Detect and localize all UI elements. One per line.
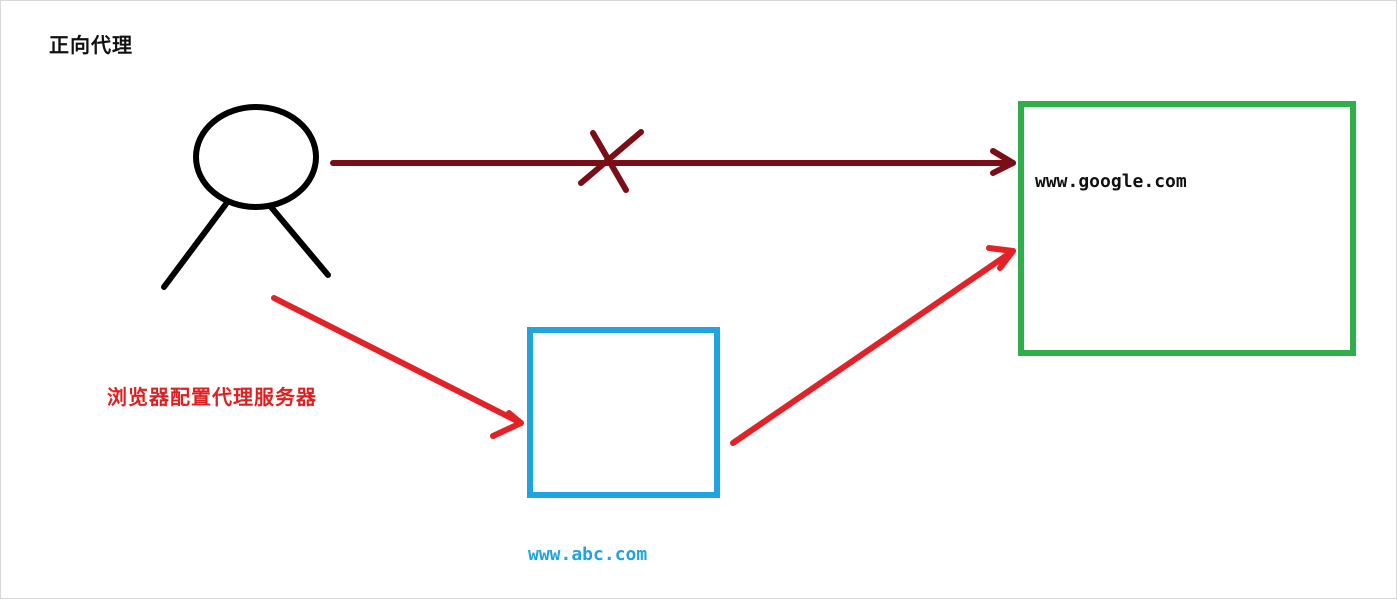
target-site-label: www.google.com bbox=[1035, 171, 1187, 192]
proxy-server-box bbox=[527, 327, 720, 498]
user-to-proxy-line bbox=[271, 295, 524, 426]
proxy-config-label: 浏览器配置代理服务器 bbox=[107, 385, 317, 409]
proxy-to-target-path bbox=[730, 245, 1016, 446]
user-to-proxy-path bbox=[271, 295, 524, 439]
blocked-cross-b bbox=[578, 129, 644, 186]
diagram-title: 正向代理 bbox=[49, 33, 133, 57]
user-head bbox=[193, 104, 319, 210]
proxy-to-target-line bbox=[730, 248, 1016, 446]
user-left-leg bbox=[161, 201, 229, 290]
proxy-to-target-arrow-head bbox=[986, 245, 1016, 271]
direct-connection bbox=[330, 129, 1016, 193]
user-figure bbox=[161, 104, 331, 290]
direct-arrow-head bbox=[990, 148, 1016, 176]
user-right-leg bbox=[268, 204, 331, 278]
target-site-box bbox=[1018, 101, 1356, 356]
proxy-site-label: www.abc.com bbox=[528, 544, 648, 565]
user-to-proxy-arrow-head bbox=[490, 410, 524, 439]
